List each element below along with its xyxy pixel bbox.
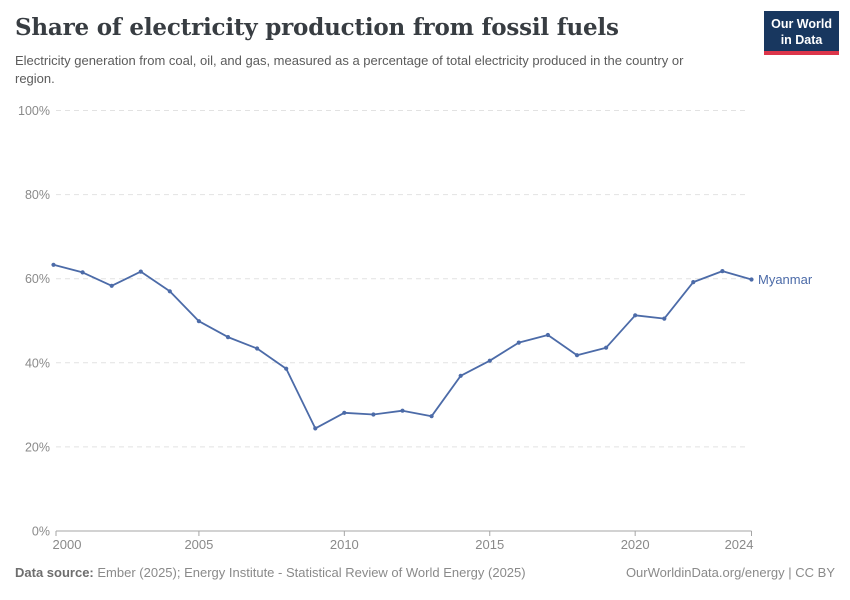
y-tick-label: 100% [18,104,50,118]
x-tick-label: 2015 [475,537,504,552]
page-title: Share of electricity production from fos… [15,14,619,41]
data-point [109,283,114,288]
data-point [545,332,551,338]
series-end-label: Myanmar [758,272,813,287]
data-source-label: Data source: [15,565,94,580]
chart-subtitle: Electricity generation from coal, oil, a… [15,53,684,86]
owid-logo-line2: in Data [780,33,823,47]
data-point [487,358,492,363]
data-point [662,316,667,321]
owid-logo-line1: Our World [771,17,832,31]
x-tick-label: 2010 [330,537,359,552]
x-tick-label: 2000 [53,537,82,552]
data-point [400,408,405,413]
data-source: Data source: Ember (2025); Energy Instit… [15,565,526,580]
y-tick-label: 20% [25,440,50,454]
data-point [458,373,463,378]
data-point [51,262,56,267]
data-point [516,340,521,345]
data-point [196,319,201,324]
data-point [225,335,231,340]
x-tick-label: 2024 [725,537,754,552]
data-point [313,426,318,431]
data-point [284,366,289,371]
data-point [633,313,638,318]
series-line [52,263,753,430]
data-point [429,414,434,419]
y-tick-label: 0% [32,525,50,539]
data-point [691,280,696,285]
license-note: OurWorldinData.org/energy | CC BY [625,565,835,580]
y-tick-label: 80% [25,188,50,202]
data-point [138,269,143,274]
data-point [167,289,172,294]
data-point [749,277,754,282]
owid-logo: Our World in Data [764,11,839,55]
data-point [720,269,725,274]
data-point [342,410,347,415]
data-point [574,353,580,358]
data-point [604,345,609,350]
data-point [255,346,260,351]
x-tick-label: 2020 [621,537,650,552]
data-source-text: Ember (2025); Energy Institute - Statist… [97,565,526,580]
chart-footer: Data source: Ember (2025); Energy Instit… [15,565,835,580]
y-tick-label: 60% [25,272,50,286]
x-tick-label: 2005 [184,537,213,552]
data-point [371,412,376,417]
data-point [80,270,85,275]
y-tick-label: 40% [25,356,50,370]
